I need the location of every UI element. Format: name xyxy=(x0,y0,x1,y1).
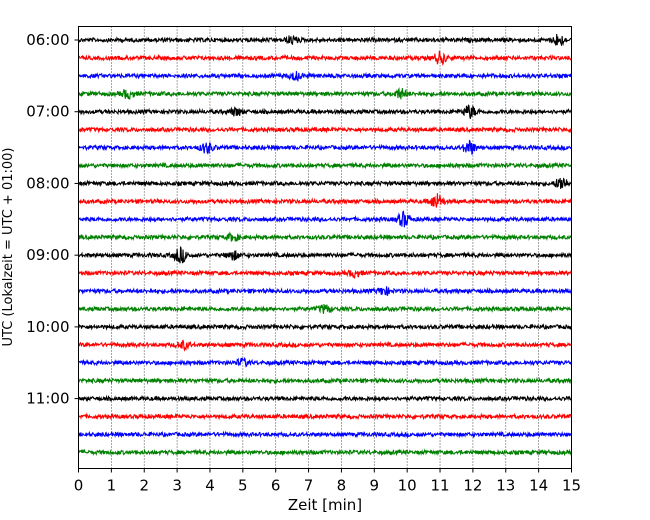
trace-1015 xyxy=(78,339,572,352)
trace-1000 xyxy=(78,322,573,331)
x-tick-label: 8 xyxy=(337,477,347,495)
trace-1100 xyxy=(78,394,573,403)
trace-0945 xyxy=(77,304,572,314)
trace-0730 xyxy=(77,139,572,155)
trace-0830 xyxy=(77,210,573,228)
x-tick-label: 12 xyxy=(463,477,482,495)
x-tick-label: 0 xyxy=(74,477,84,495)
trace-0900 xyxy=(78,246,573,264)
x-tick-label: 6 xyxy=(271,477,281,495)
x-tick-label: 11 xyxy=(430,477,449,495)
trace-0715 xyxy=(78,125,573,134)
y-tick-label: 08:00 xyxy=(26,174,69,192)
x-tick-label: 10 xyxy=(398,477,417,495)
x-tick-label: 15 xyxy=(562,477,581,495)
y-tick-label: 07:00 xyxy=(26,103,69,121)
trace-1045 xyxy=(78,376,573,385)
plot-frame xyxy=(78,26,572,469)
trace-0645 xyxy=(77,87,572,100)
trace-0800 xyxy=(78,177,572,189)
y-tick-label: 06:00 xyxy=(26,31,69,49)
trace-1145 xyxy=(77,448,572,457)
trace-0930 xyxy=(78,286,572,297)
x-tick-label: 14 xyxy=(529,477,548,495)
y-tick-label: 09:00 xyxy=(26,246,69,264)
trace-0600 xyxy=(77,33,572,46)
x-tick-label: 4 xyxy=(205,477,215,495)
trace-0815 xyxy=(78,193,573,208)
x-tick-label: 3 xyxy=(172,477,182,495)
trace-0615 xyxy=(78,50,573,66)
trace-0915 xyxy=(77,269,572,279)
x-tick-label: 7 xyxy=(304,477,314,495)
trace-1030 xyxy=(77,356,573,368)
trace-0745 xyxy=(78,161,573,170)
y-tick-label: 11:00 xyxy=(26,390,69,408)
x-tick-label: 2 xyxy=(139,477,149,495)
trace-0630 xyxy=(78,70,572,82)
x-tick-label: 5 xyxy=(238,477,248,495)
trace-0845 xyxy=(78,231,572,242)
seismogram-traces xyxy=(77,33,573,457)
x-tick-label: 13 xyxy=(496,477,515,495)
trace-0700 xyxy=(77,104,572,119)
trace-1115 xyxy=(78,412,572,421)
y-axis-ticks: 06:00 07:00 08:00 09:00 10:00 11:00 xyxy=(26,31,79,408)
y-axis-label: UTC (Lokalzeit = UTC + 01:00) xyxy=(1,148,16,347)
x-tick-label: 9 xyxy=(370,477,380,495)
x-axis-ticks: 0 1 2 3 4 5 6 7 8 9 10 11 12 13 14 15 xyxy=(74,468,581,495)
x-axis-label: Zeit [min] xyxy=(288,496,362,514)
x-tick-label: 1 xyxy=(107,477,117,495)
trace-1130 xyxy=(77,430,572,439)
y-tick-label: 10:00 xyxy=(26,318,69,336)
